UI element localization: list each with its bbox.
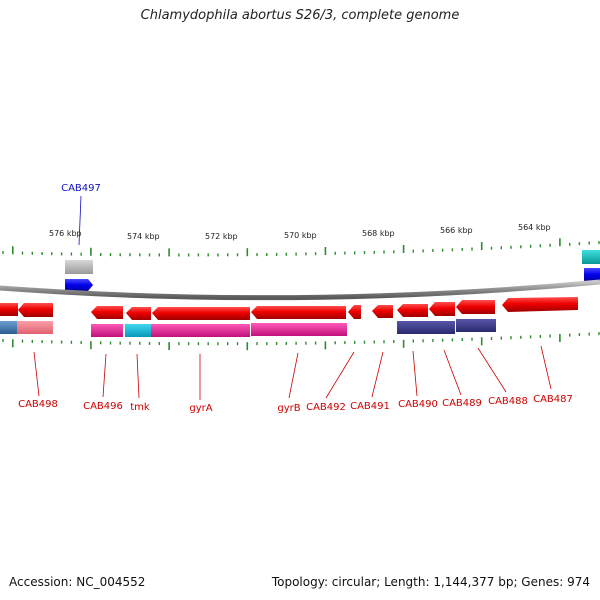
gene-arrow-cab498[interactable] (18, 303, 53, 317)
leader-line (443, 349, 462, 396)
feature-block-teal (582, 250, 600, 264)
gene-label-cab490[interactable]: CAB490 (398, 399, 438, 410)
scale-label: 568 kbp (362, 229, 395, 238)
gene-label-cab492[interactable]: CAB492 (306, 402, 346, 413)
leader-line (325, 351, 355, 399)
gene-label-cab496[interactable]: CAB496 (83, 401, 123, 412)
lower-tick-ring (2, 332, 600, 351)
gene-arrow-cab489[interactable] (429, 302, 455, 316)
gene-label-tmk[interactable]: tmk (130, 402, 150, 413)
upper-tick-ring (2, 238, 600, 257)
gene-arrow-cab491[interactable] (372, 305, 393, 318)
feature-block-magenta (151, 324, 250, 337)
leader-line (540, 345, 552, 390)
feature-block-cyan (125, 324, 151, 337)
gene-label-cab498[interactable]: CAB498 (18, 399, 58, 410)
gene-label-cab487[interactable]: CAB487 (533, 394, 573, 405)
feature-block-gray (65, 260, 93, 274)
reverse-strand-genes (0, 297, 578, 320)
accession-text: Accession: NC_004552 (9, 575, 146, 589)
genome-backbone (0, 279, 600, 301)
gene-arrow-cab490[interactable] (397, 304, 428, 317)
feature-block-navy (456, 319, 496, 332)
leader-line (136, 353, 140, 399)
scale-label: 566 kbp (440, 226, 473, 235)
gene-label-cab489[interactable]: CAB489 (442, 398, 482, 409)
gene-arrow-tmk[interactable] (126, 307, 151, 320)
leader-line (102, 353, 107, 398)
feature-block-magenta (91, 324, 123, 337)
feature-block-navy (397, 321, 455, 334)
feature-block-steel (0, 321, 17, 334)
gene-label-cab488[interactable]: CAB488 (488, 396, 528, 407)
forward-strand-features (65, 250, 600, 291)
leader-line (477, 347, 507, 393)
scale-label: 570 kbp (284, 231, 317, 240)
feature-block-pink (17, 321, 53, 334)
leader-line (288, 352, 299, 399)
gene-arrow-cab492[interactable] (348, 305, 361, 319)
scale-label: 574 kbp (127, 232, 160, 241)
gene-arrow-gyrb[interactable] (251, 306, 346, 319)
gene-label-gyra[interactable]: gyrA (189, 403, 212, 414)
gene-arrow-cab497[interactable] (65, 279, 93, 291)
gene-arrow-cab496[interactable] (91, 306, 123, 319)
leader-line (412, 350, 418, 397)
reverse-strand-features (0, 319, 496, 337)
leader-line (371, 351, 384, 398)
leader-line (33, 351, 40, 397)
map-title: Chlamydophila abortus S26/3, complete ge… (140, 8, 460, 23)
gene-arrow-partial-left[interactable] (0, 303, 18, 316)
gene-arrow-partial-forward[interactable] (584, 268, 600, 281)
leader-lines (33, 195, 552, 400)
scale-label: 564 kbp (518, 223, 551, 232)
gene-label-cab497[interactable]: CAB497 (61, 183, 101, 194)
scale-labels: 576 kbp 574 kbp 572 kbp 570 kbp 568 kbp … (49, 223, 551, 241)
gene-label-gyrb[interactable]: gyrB (277, 403, 300, 414)
scale-label: 572 kbp (205, 232, 238, 241)
scale-label: 576 kbp (49, 229, 82, 238)
gene-labels: CAB497 CAB498 CAB496 tmk gyrA gyrB CAB49… (18, 183, 573, 414)
gene-label-cab491[interactable]: CAB491 (350, 401, 390, 412)
gene-arrow-gyra[interactable] (152, 307, 250, 320)
gene-arrow-cab487[interactable] (502, 297, 578, 312)
genome-summary-text: Topology: circular; Length: 1,144,377 bp… (271, 575, 590, 589)
leader-line (78, 195, 82, 246)
feature-block-magenta (251, 323, 347, 336)
gene-arrow-cab488[interactable] (456, 300, 495, 314)
